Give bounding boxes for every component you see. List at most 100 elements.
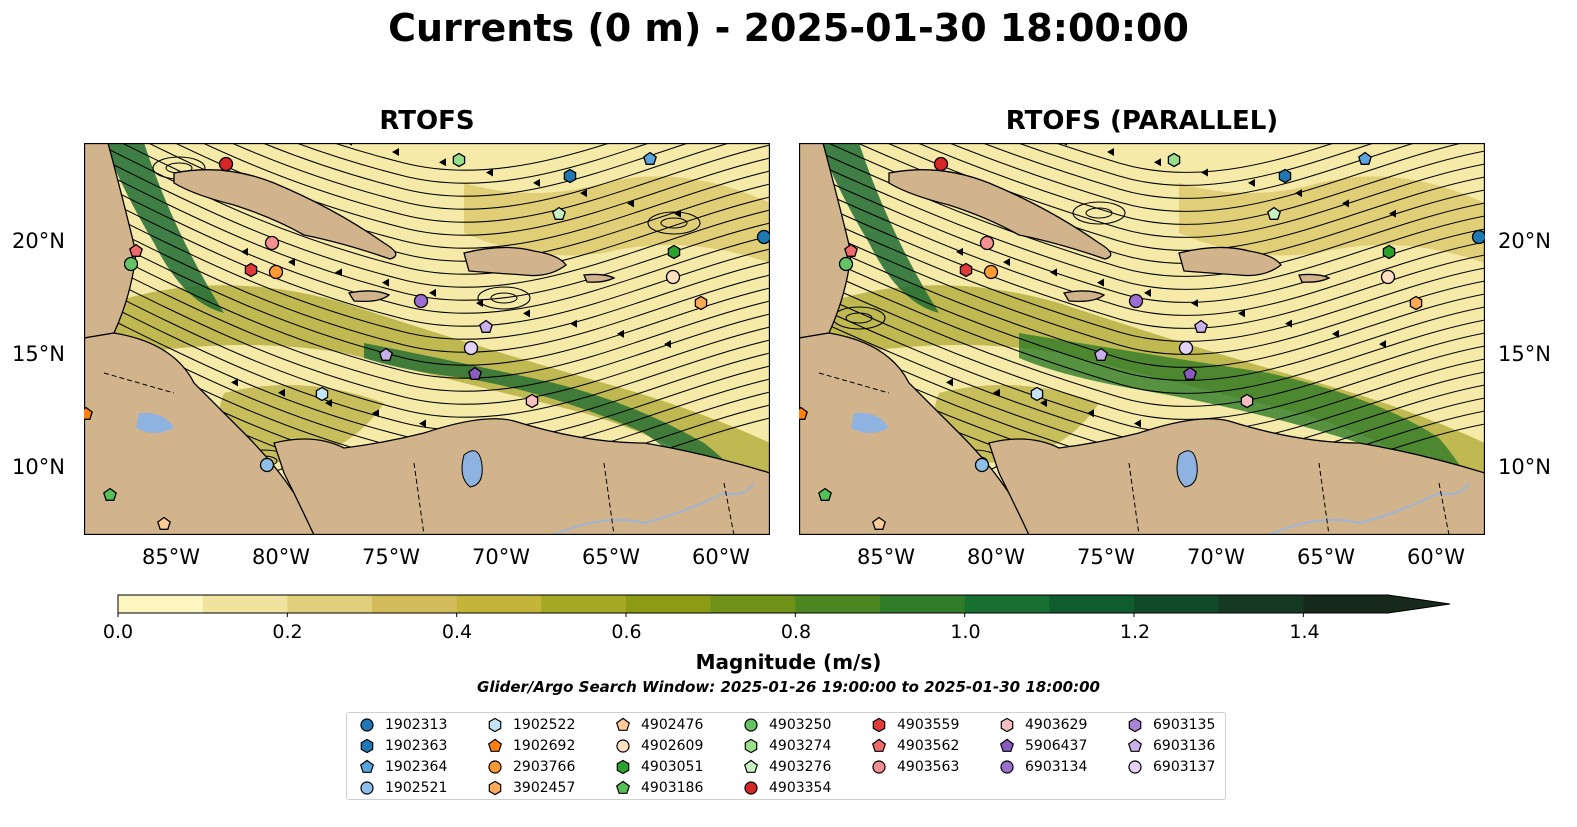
legend-item-label: 6903134 — [1025, 759, 1088, 775]
map-panel-rtofs — [84, 143, 770, 535]
float-marker — [665, 269, 681, 285]
y-tick-label: 15°N — [12, 342, 65, 366]
x-tick-label: 80°W — [967, 545, 1025, 569]
legend-item: 4903563 — [871, 757, 959, 777]
float-marker — [1358, 151, 1372, 165]
float-marker — [218, 156, 234, 172]
float-marker — [84, 406, 93, 420]
y-tick-label: 20°N — [12, 229, 65, 253]
legend-item-label: 4903051 — [641, 759, 704, 775]
colorbar-label: Magnitude (m/s) — [695, 650, 882, 674]
lake-nicaragua — [851, 412, 889, 433]
pentagon-marker-icon — [871, 738, 887, 752]
hexagon-marker-icon — [360, 738, 374, 754]
legend-item: 4903276 — [743, 757, 831, 777]
legend-item-label: 6903137 — [1153, 759, 1216, 775]
circle-marker-icon — [616, 739, 630, 753]
pentagon-marker-icon — [743, 759, 759, 773]
float-marker — [452, 152, 466, 168]
float-marker — [525, 393, 539, 409]
float-marker — [694, 295, 708, 311]
legend-item: 2903766 — [487, 757, 575, 777]
float-marker — [979, 235, 995, 251]
colorbar-segment — [456, 595, 542, 613]
panel-title-rtofs-parallel: RTOFS (PARALLEL) — [1005, 106, 1279, 136]
colorbar-tick-label: 1.0 — [950, 621, 981, 643]
x-tick-label: 65°W — [582, 545, 640, 569]
float-marker — [123, 256, 139, 272]
float-marker — [268, 264, 284, 280]
y-tick-label: 15°N — [1498, 342, 1551, 366]
jamaica-land — [1062, 290, 1106, 303]
x-tick-label: 70°W — [472, 545, 530, 569]
hispaniola-land — [463, 246, 567, 277]
float-marker — [157, 516, 171, 530]
pentagon-marker-icon — [1127, 738, 1143, 752]
float-marker — [974, 457, 990, 473]
circle-marker-icon — [744, 718, 758, 732]
legend-item: 4903629 — [999, 715, 1087, 735]
float-marker — [463, 340, 479, 356]
current-speed-field — [364, 343, 770, 535]
legend-item: 4903354 — [743, 778, 831, 798]
legend: 1902313 1902363 1902364 1902521 1902522 19026… — [346, 712, 1226, 800]
legend-item: 3902457 — [487, 778, 575, 798]
legend-item: 4903274 — [743, 736, 831, 756]
float-marker — [413, 293, 429, 309]
float-marker — [1471, 229, 1485, 245]
legend-item-label: 4903274 — [769, 738, 832, 754]
legend-item: 4903051 — [615, 757, 703, 777]
map-frame — [84, 143, 770, 535]
legend-item-label: 4902476 — [641, 717, 704, 733]
legend-item-label: 4903562 — [897, 738, 960, 754]
current-speed-field — [84, 285, 770, 503]
float-marker — [983, 264, 999, 280]
hexagon-marker-icon — [744, 738, 758, 754]
colorbar-segment — [710, 595, 796, 613]
float-marker — [244, 262, 258, 278]
colorbar-segment — [1218, 595, 1304, 613]
legend-item-label: 3902457 — [513, 780, 576, 796]
pentagon-marker-icon — [999, 738, 1015, 752]
legend-item: 1902364 — [359, 757, 447, 777]
streamlines — [799, 143, 1485, 498]
legend-item: 6903137 — [1127, 757, 1215, 777]
float-marker — [1267, 206, 1281, 220]
current-speed-field — [464, 176, 770, 263]
legend-item-label: 1902363 — [385, 738, 448, 754]
float-marker — [872, 516, 886, 530]
legend-item-label: 5906437 — [1025, 738, 1088, 754]
legend-item: 6903136 — [1127, 736, 1215, 756]
search-window-caption: Glider/Argo Search Window: 2025-01-26 19… — [477, 678, 1100, 696]
current-speed-field — [799, 285, 1485, 503]
river — [1268, 482, 1470, 535]
legend-item-label: 4903354 — [769, 780, 832, 796]
current-speed-field — [1179, 176, 1485, 263]
colorbar-segment — [1134, 595, 1220, 613]
x-tick-label: 70°W — [1187, 545, 1245, 569]
puerto-rico-land — [583, 273, 616, 283]
legend-item-label: 1902313 — [385, 717, 448, 733]
float-marker — [315, 386, 329, 402]
colorbar — [117, 594, 1451, 617]
y-tick-label: 10°N — [12, 455, 65, 479]
pentagon-marker-icon — [615, 780, 631, 794]
legend-item-label: 4903629 — [1025, 717, 1088, 733]
legend-item: 4903559 — [871, 715, 959, 735]
float-marker — [818, 487, 832, 501]
legend-item-label: 1902364 — [385, 759, 448, 775]
float-marker — [1409, 295, 1423, 311]
colorbar-segment — [795, 595, 881, 613]
lake-nicaragua — [136, 412, 174, 433]
colorbar-tick-label: 0.0 — [102, 621, 134, 643]
colorbar-tick-label: 0.8 — [780, 621, 812, 643]
colorbar-segment — [372, 595, 458, 613]
float-marker — [379, 347, 393, 361]
colorbar-segment — [202, 595, 288, 613]
cuba-land — [173, 169, 397, 260]
float-marker — [1030, 386, 1044, 402]
circle-marker-icon — [360, 718, 374, 732]
hexagon-marker-icon — [488, 717, 502, 733]
x-tick-label: 60°W — [1407, 545, 1465, 569]
float-marker — [468, 366, 482, 380]
